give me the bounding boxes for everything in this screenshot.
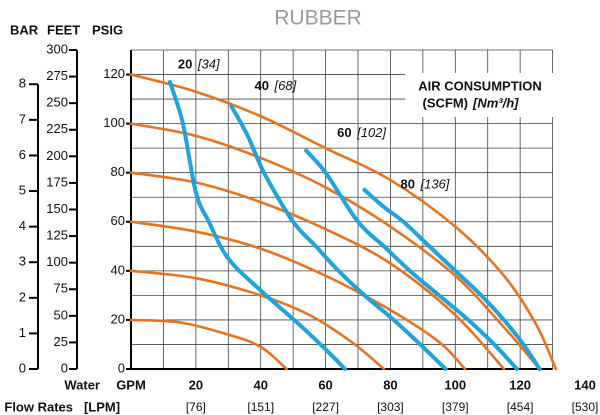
x-tick-label: 100 [444, 377, 466, 392]
curve-label-lpm: [136] [419, 176, 449, 191]
x2-tick-label: [76] [186, 400, 206, 414]
x-tick-label: 60 [318, 377, 332, 392]
row-label: Water [64, 377, 100, 392]
x2-tick-label: [454] [507, 400, 534, 414]
curve-label: 80 [400, 176, 414, 191]
x-axis-title: GPM [116, 377, 146, 392]
feet-tick-label: 75 [54, 281, 68, 296]
psig-axis-title: PSIG [92, 22, 123, 37]
x-tick-label: 80 [383, 377, 397, 392]
curve [167, 79, 348, 371]
curve [229, 104, 448, 371]
bar-tick-label: 8 [19, 76, 26, 91]
x2-axis-title: [LPM] [84, 399, 120, 414]
curve-label: 60 [337, 125, 351, 140]
x2-tick-label: [227] [312, 400, 339, 414]
curve-label-lpm: [102] [356, 125, 386, 140]
bar-tick-label: 2 [19, 289, 26, 304]
legend-title: [Nm³/h] [472, 95, 519, 110]
feet-tick-label: 25 [54, 334, 68, 349]
y-tick-label: 100 [103, 115, 125, 130]
legend-title: AIR CONSUMPTION [418, 78, 542, 93]
feet-tick-label: 250 [46, 95, 68, 110]
chart-title: RUBBER [274, 7, 362, 30]
feet-tick-label: 100 [46, 254, 68, 269]
curve [129, 73, 558, 371]
feet-tick-label: 175 [46, 174, 68, 189]
bar-tick-label: 7 [19, 111, 26, 126]
bar-axis-title: BAR [10, 22, 39, 37]
curve-label-lpm: [68] [274, 78, 297, 93]
legend-title: (SCFM) [423, 95, 469, 110]
x-tick-label: 40 [253, 377, 267, 392]
x-tick-label: 120 [509, 377, 531, 392]
y-tick-label: 120 [103, 66, 125, 81]
feet-tick-label: 0 [61, 360, 68, 375]
y-tick-label: 60 [111, 213, 125, 228]
legend-box [405, 73, 555, 117]
x2-tick-label: [379] [442, 400, 469, 414]
x-tick-label: 140 [574, 377, 596, 392]
curve-label: 20 [178, 56, 192, 71]
curve [129, 171, 506, 371]
x-tick-label: 20 [189, 377, 203, 392]
curve [129, 122, 541, 371]
curve [129, 269, 386, 371]
y-tick-label: 20 [111, 311, 125, 326]
curve [129, 318, 288, 371]
curve [304, 148, 519, 371]
curve-label: 40 [255, 78, 269, 93]
curve-label-lpm: [34] [197, 56, 220, 71]
bar-tick-label: 6 [19, 147, 26, 162]
y-tick-label: 40 [111, 262, 125, 277]
feet-tick-label: 50 [54, 307, 68, 322]
feet-tick-label: 200 [46, 148, 68, 163]
feet-tick-label: 125 [46, 228, 68, 243]
feet-tick-label: 150 [46, 201, 68, 216]
curve [362, 187, 542, 371]
feet-axis-title: FEET [47, 22, 80, 37]
bar-tick-label: 1 [19, 325, 26, 340]
x2-tick-label: [303] [377, 400, 404, 414]
feet-tick-label: 300 [46, 41, 68, 56]
bar-tick-label: 5 [19, 182, 26, 197]
row-label: Flow Rates [4, 399, 73, 414]
curve [129, 220, 467, 371]
x2-tick-label: [151] [247, 400, 274, 414]
y-tick-label: 0 [118, 360, 125, 375]
feet-tick-label: 225 [46, 121, 68, 136]
bar-tick-label: 0 [19, 360, 26, 375]
bar-tick-label: 4 [19, 218, 26, 233]
y-tick-label: 80 [111, 164, 125, 179]
bar-tick-label: 3 [19, 254, 26, 269]
feet-tick-label: 275 [46, 68, 68, 83]
x2-tick-label: [530] [572, 400, 599, 414]
